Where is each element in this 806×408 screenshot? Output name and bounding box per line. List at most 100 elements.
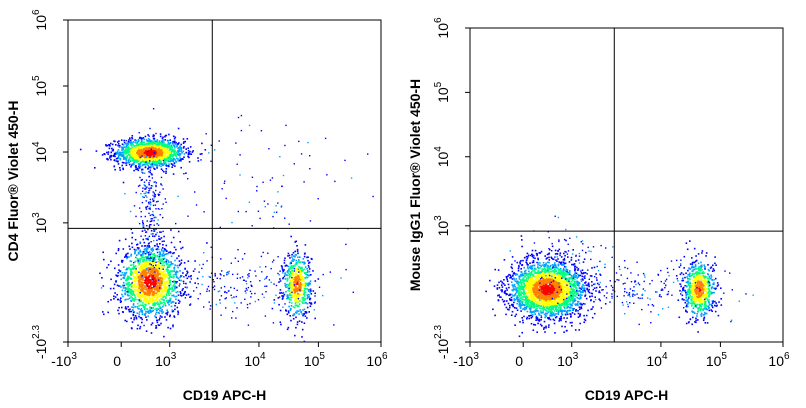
x-tick-label: 0 — [113, 353, 121, 369]
event-dot — [532, 310, 535, 313]
event-dot — [293, 313, 295, 316]
event-dot — [163, 253, 165, 256]
event-dot — [163, 261, 166, 263]
event-dot — [300, 271, 303, 274]
event-dot — [309, 298, 311, 301]
event-dot — [232, 273, 234, 276]
event-dot — [288, 301, 291, 304]
event-dot — [533, 311, 535, 314]
event-dot — [187, 178, 189, 180]
event-dot — [151, 295, 153, 297]
event-dot — [265, 277, 267, 279]
event-dot — [117, 149, 120, 151]
event-dot — [153, 278, 155, 280]
event-dot — [166, 145, 169, 147]
event-dot — [280, 292, 283, 294]
event-dot — [166, 291, 168, 293]
event-dot — [146, 310, 149, 313]
event-dot — [261, 293, 264, 295]
event-dot — [234, 257, 237, 259]
event-dot — [160, 295, 163, 298]
event-dot — [113, 153, 116, 156]
event-dot — [150, 154, 152, 157]
event-dot — [294, 265, 296, 267]
event-dot — [156, 159, 159, 162]
event-dot — [296, 281, 299, 284]
event-dot — [120, 278, 122, 281]
event-dot — [130, 228, 132, 231]
event-dot — [148, 261, 151, 264]
event-dot — [164, 143, 166, 146]
event-dot — [157, 208, 160, 210]
event-dot — [236, 289, 238, 291]
event-dot — [129, 156, 132, 159]
event-dot — [141, 190, 144, 192]
event-dot — [166, 153, 169, 155]
event-dot — [147, 311, 149, 314]
event-dot — [160, 145, 162, 147]
event-dot — [291, 279, 294, 282]
event-dot — [140, 235, 142, 237]
event-dot — [128, 308, 130, 311]
event-dot — [144, 297, 147, 299]
event-dot — [124, 256, 126, 258]
event-dot — [126, 320, 128, 323]
event-dot — [166, 143, 169, 146]
event-dot — [140, 317, 143, 319]
event-dot — [134, 278, 137, 280]
event-dot — [140, 307, 143, 310]
event-dot — [306, 271, 309, 273]
event-dot — [135, 317, 138, 320]
event-dot — [158, 193, 161, 196]
event-dot — [125, 268, 127, 271]
event-dot — [152, 198, 154, 200]
event-dot — [189, 303, 192, 305]
event-dot — [297, 279, 300, 281]
event-dot — [122, 274, 124, 276]
event-dot — [149, 309, 151, 312]
event-dot — [134, 298, 136, 301]
event-dot — [150, 150, 153, 152]
event-dot — [177, 151, 180, 153]
event-dot — [295, 240, 297, 243]
event-dot — [550, 307, 553, 310]
event-dot — [517, 289, 520, 292]
event-dot — [133, 281, 135, 283]
event-dot — [125, 142, 127, 145]
event-dot — [163, 274, 166, 276]
event-dot — [152, 137, 155, 140]
event-dot — [140, 169, 143, 172]
event-dot — [300, 268, 302, 270]
event-dot — [121, 149, 123, 152]
event-dot — [122, 148, 125, 151]
event-dot — [172, 274, 175, 276]
event-dot — [292, 282, 295, 284]
event-dot — [173, 270, 175, 272]
event-dot — [130, 260, 133, 263]
event-dot — [143, 245, 146, 247]
event-dot — [299, 256, 301, 258]
event-dot — [148, 171, 150, 173]
event-dot — [225, 307, 227, 309]
event-dot — [143, 324, 145, 327]
event-dot — [132, 281, 134, 284]
event-dot — [169, 264, 171, 266]
event-dot — [136, 258, 139, 260]
event-dot — [251, 225, 253, 227]
event-dot — [172, 285, 174, 288]
event-dot — [203, 252, 205, 254]
event-dot — [132, 273, 134, 275]
event-dot — [146, 161, 148, 163]
event-dot — [288, 297, 290, 300]
event-dot — [144, 172, 146, 174]
event-dot — [142, 238, 145, 241]
event-dot — [303, 299, 306, 301]
event-dot — [147, 164, 150, 167]
event-dot — [286, 280, 289, 282]
event-dot — [308, 282, 310, 284]
event-dot — [164, 149, 167, 152]
event-dot — [329, 271, 331, 273]
event-dot — [107, 153, 109, 155]
event-dot — [344, 159, 346, 162]
event-dot — [579, 313, 582, 315]
